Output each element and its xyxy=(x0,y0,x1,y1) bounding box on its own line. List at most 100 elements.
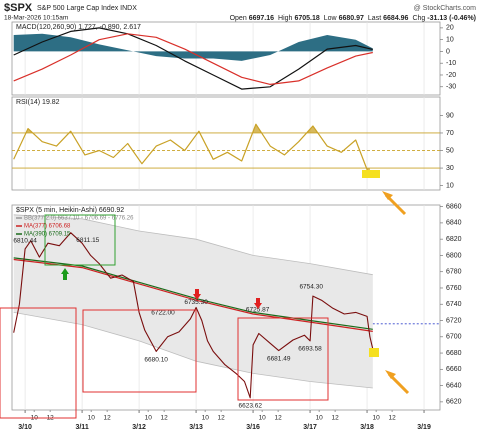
y-tick-label: 6680 xyxy=(446,350,462,357)
red-box xyxy=(237,317,329,401)
arrow-head xyxy=(382,191,393,200)
highlight xyxy=(362,170,380,178)
highlight xyxy=(369,348,379,357)
x-tick-label: 3/17 xyxy=(303,424,317,431)
price-annotation: 6811.15 xyxy=(76,237,99,244)
date: 18-Mar-2026 10:15am xyxy=(4,15,68,22)
quote-value: 6684.96 xyxy=(383,15,408,22)
legend-label: MA(390) 6709.15 xyxy=(24,232,71,238)
green-box xyxy=(44,214,116,266)
price-annotation: 6735.30 xyxy=(184,299,208,306)
minor-x-tick-label: 10 xyxy=(316,415,324,422)
price-annotation: 6810.44 xyxy=(13,238,37,245)
series-line xyxy=(13,33,373,85)
series-line xyxy=(13,258,373,332)
minor-x-tick-label: 10 xyxy=(259,415,267,422)
quote: Open 6697.16 High 6705.18 Low 6680.97 Last 6684… xyxy=(230,15,476,22)
security-name: S&P 500 Large Cap Index INDX xyxy=(37,5,137,12)
minor-x-tick-label: 12 xyxy=(389,415,397,422)
minor-x-tick-label: 10 xyxy=(202,415,210,422)
price-annotation: 6623.62 xyxy=(238,403,262,410)
y-tick-label: 6720 xyxy=(446,317,462,324)
price-annotation: 6725.87 xyxy=(246,306,270,313)
price-annotation: 6722.00 xyxy=(151,310,175,317)
y-tick-label: -20 xyxy=(446,72,456,79)
y-tick-label: 6740 xyxy=(446,301,462,308)
price-annotation: 6681.49 xyxy=(267,356,291,363)
quote-value: 6705.18 xyxy=(294,15,319,22)
quote-label: Chg xyxy=(412,15,425,22)
quote-label: Last xyxy=(368,15,381,22)
price-annotation: 6680.10 xyxy=(144,357,168,364)
quote-label: Open xyxy=(230,15,247,22)
x-tick-label: 3/13 xyxy=(189,424,203,431)
panel-title: RSI(14) 19.82 xyxy=(16,99,60,106)
minor-x-tick-label: 12 xyxy=(332,415,340,422)
y-tick-label: 90 xyxy=(446,112,454,119)
series-line xyxy=(13,27,373,90)
y-tick-label: 6620 xyxy=(446,399,462,406)
sell-signal xyxy=(193,289,201,300)
quote-label: Low xyxy=(324,15,338,22)
panel-title: MACD(120,260,90) 1.727, -0.890, 2.617 xyxy=(16,24,141,31)
quote-change-pct: (-0.46%) xyxy=(449,15,476,22)
y-tick-label: 20 xyxy=(446,25,454,32)
y-tick-label: 6820 xyxy=(446,236,462,243)
price-line xyxy=(13,232,374,399)
plot-area: 20 10 0 -10 -20 -30 MACD(120,260,90) 1.727, -0… xyxy=(11,21,462,431)
y-tick-label: 6840 xyxy=(446,220,462,227)
x-tick-label: 3/19 xyxy=(417,424,431,431)
minor-x-tick-label: 10 xyxy=(373,415,381,422)
symbol: $SPX xyxy=(4,2,33,14)
y-tick-label: 10 xyxy=(446,37,454,44)
y-tick-label: -30 xyxy=(446,84,456,91)
quote-value: 6697.16 xyxy=(249,15,274,22)
red-box xyxy=(82,309,197,393)
arrow-head xyxy=(385,370,396,379)
minor-x-tick-label: 10 xyxy=(88,415,96,422)
x-tick-label: 3/18 xyxy=(360,424,374,431)
x-tick-label: 3/10 xyxy=(18,424,32,431)
sell-signal xyxy=(254,298,262,309)
annotations-overlay xyxy=(0,170,410,419)
y-tick-label: 6800 xyxy=(446,252,462,259)
band-upper xyxy=(13,214,373,276)
quote-value: 6680.97 xyxy=(339,15,364,22)
y-tick-label: 6700 xyxy=(446,334,462,341)
panel-content xyxy=(13,205,440,410)
series-line xyxy=(13,123,371,178)
source: @ StockCharts.com xyxy=(414,5,477,12)
y-tick-label: 70 xyxy=(446,130,454,137)
panel-content xyxy=(13,22,425,95)
minor-x-tick-label: 12 xyxy=(218,415,226,422)
minor-x-tick-label: 10 xyxy=(145,415,153,422)
minor-x-tick-label: 12 xyxy=(104,415,112,422)
minor-x-tick-label: 12 xyxy=(275,415,283,422)
panel-content xyxy=(12,97,440,190)
panel-title: $SPX (5 min, Heikin-Ashi) 6690.92 xyxy=(16,207,124,214)
price-annotation: 6693.58 xyxy=(298,346,322,353)
quote-value: -31.13 xyxy=(427,15,447,22)
y-tick-label: 10 xyxy=(446,182,454,189)
price-annotation: 6754.30 xyxy=(299,283,323,290)
y-tick-label: -10 xyxy=(446,60,456,67)
y-tick-label: 6760 xyxy=(446,285,462,292)
band-fill xyxy=(13,214,373,388)
quote-label: High xyxy=(278,15,293,22)
x-tick-label: 3/12 xyxy=(132,424,146,431)
red-box xyxy=(0,307,77,419)
y-tick-label: 6780 xyxy=(446,269,462,276)
minor-x-tick-label: 12 xyxy=(161,415,169,422)
y-tick-label: 6640 xyxy=(446,382,462,389)
legend-label: BB(377,2.0) 6637.10 - 6706.69 - 6776.26 xyxy=(24,216,134,222)
x-tick-label: 3/16 xyxy=(246,424,260,431)
x-tick-label: 3/11 xyxy=(75,424,88,431)
y-tick-label: 30 xyxy=(446,165,454,172)
buy-signal xyxy=(61,268,69,280)
y-tick-label: 0 xyxy=(446,48,450,55)
y-tick-label: 6660 xyxy=(446,366,462,373)
legend-label: MA(377) 6706.68 xyxy=(24,224,71,230)
y-tick-label: 50 xyxy=(446,147,454,154)
y-tick-label: 6860 xyxy=(446,203,462,210)
